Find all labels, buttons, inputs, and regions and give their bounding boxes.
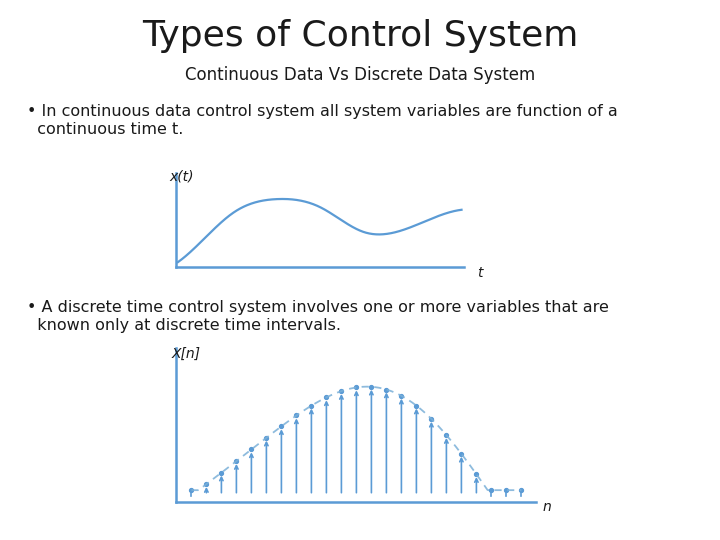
Text: x(t): x(t) <box>169 170 194 184</box>
Text: t: t <box>477 266 483 280</box>
Text: • In continuous data control system all system variables are function of a: • In continuous data control system all … <box>27 104 618 119</box>
Text: known only at discrete time intervals.: known only at discrete time intervals. <box>27 318 341 333</box>
Text: n: n <box>543 500 552 514</box>
Text: • A discrete time control system involves one or more variables that are: • A discrete time control system involve… <box>27 300 609 315</box>
Text: Continuous Data Vs Discrete Data System: Continuous Data Vs Discrete Data System <box>185 66 535 84</box>
Text: X[n]: X[n] <box>172 347 201 361</box>
Text: Types of Control System: Types of Control System <box>142 19 578 53</box>
Text: continuous time t.: continuous time t. <box>27 122 184 137</box>
